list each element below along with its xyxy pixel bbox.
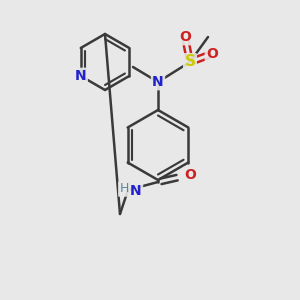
Text: H: H <box>119 182 129 196</box>
Text: O: O <box>184 168 196 182</box>
Text: S: S <box>184 55 196 70</box>
Text: N: N <box>130 184 142 198</box>
Text: O: O <box>179 30 191 44</box>
Text: O: O <box>206 47 218 61</box>
Text: N: N <box>152 75 164 89</box>
Text: N: N <box>75 69 87 83</box>
